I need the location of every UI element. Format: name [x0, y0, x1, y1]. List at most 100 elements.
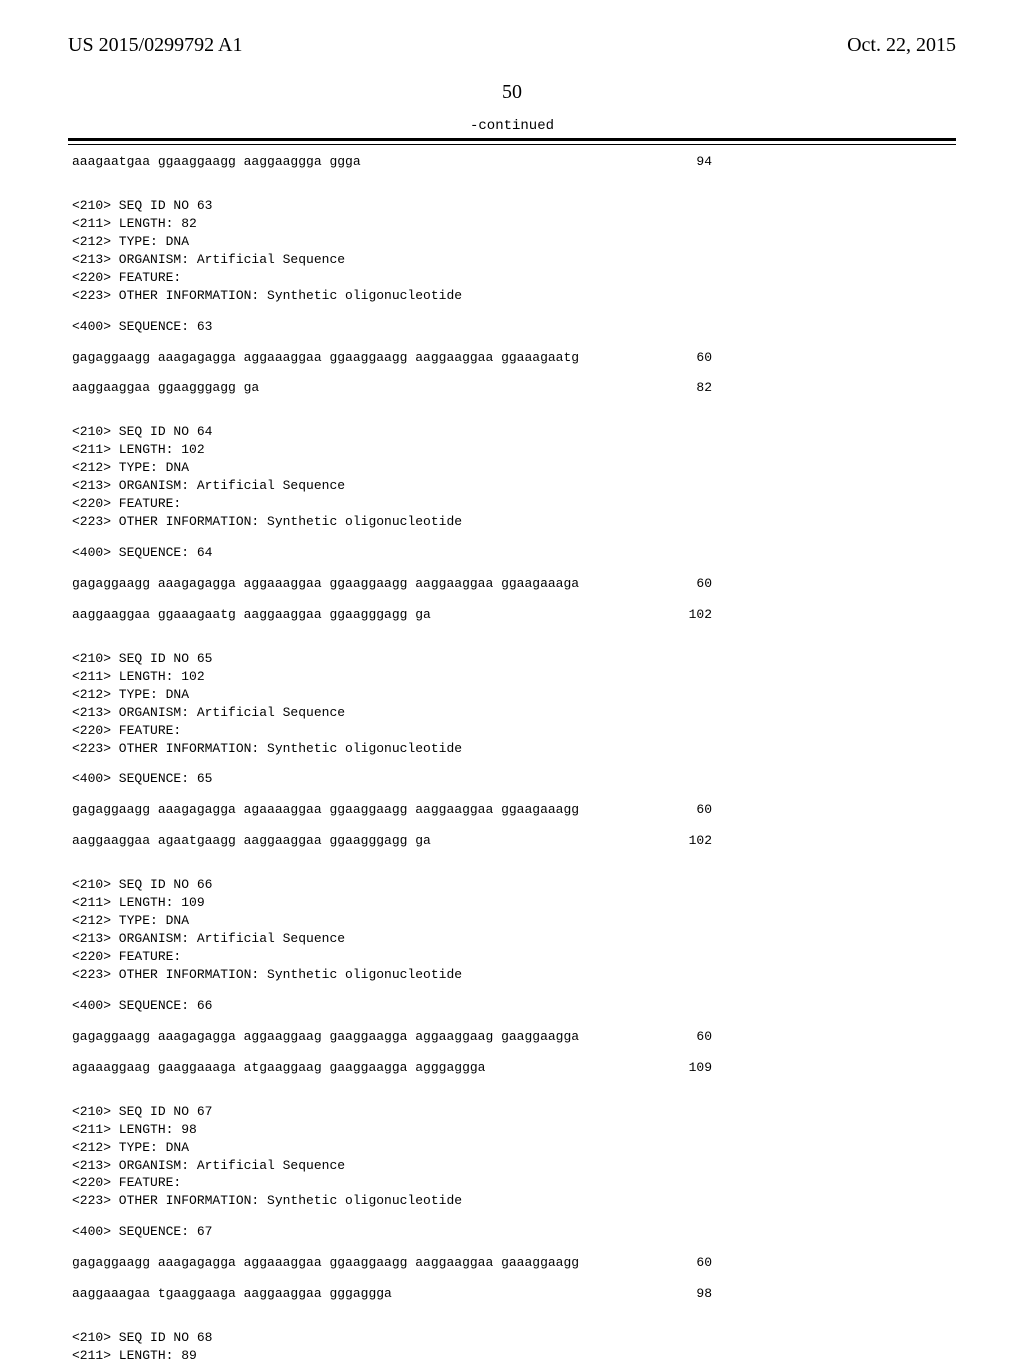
page-header: US 2015/0299792 A1 Oct. 22, 2015 — [68, 34, 956, 57]
blank-line — [72, 1210, 712, 1223]
meta-line: <212> TYPE: DNA — [72, 233, 712, 251]
meta-line: <212> TYPE: DNA — [72, 686, 712, 704]
sequence-position: 60 — [672, 801, 712, 819]
blank-line — [72, 366, 712, 379]
sequence-text: agaaaggaag gaaggaaaga atgaaggaag gaaggaa… — [72, 1059, 485, 1077]
blank-line — [72, 562, 712, 575]
sequence-row: gagaggaagg aaagagagga aggaaaggaa ggaagga… — [72, 575, 712, 593]
sequence-position: 60 — [672, 575, 712, 593]
sequence-row: aaagaatgaa ggaaggaagg aaggaaggga ggga 94 — [72, 153, 712, 171]
meta-line: <220> FEATURE: — [72, 269, 712, 287]
sequence-position: 60 — [672, 1254, 712, 1272]
sequence-listing: aaagaatgaa ggaaggaagg aaggaaggga ggga 94 <… — [72, 153, 712, 1365]
blank-line — [72, 593, 712, 606]
sequence-row: gagaggaagg aaagagagga aggaaaggaa ggaagga… — [72, 349, 712, 367]
sequence-row: aaggaaggaa agaatgaagg aaggaaggaa ggaaggg… — [72, 832, 712, 850]
sequence-position: 102 — [672, 832, 712, 850]
meta-line: <400> SEQUENCE: 64 — [72, 544, 712, 562]
blank-line — [72, 336, 712, 349]
blank-line — [72, 984, 712, 997]
page-number: 50 — [68, 81, 956, 104]
meta-line: <210> SEQ ID NO 64 — [72, 423, 712, 441]
blank-line — [72, 863, 712, 876]
sequence-row: agaaaggaag gaaggaaaga atgaaggaag gaaggaa… — [72, 1059, 712, 1077]
meta-line: <220> FEATURE: — [72, 948, 712, 966]
continued-label: -continued — [68, 118, 956, 134]
meta-line: <212> TYPE: DNA — [72, 1139, 712, 1157]
sequence-position: 98 — [672, 1285, 712, 1303]
meta-line: <400> SEQUENCE: 63 — [72, 318, 712, 336]
blank-line — [72, 171, 712, 184]
sequence-text: gagaggaagg aaagagagga aggaaaggaa ggaagga… — [72, 575, 579, 593]
sequence-text: gagaggaagg aaagagagga aggaaggaag gaaggaa… — [72, 1028, 579, 1046]
sequence-row: gagaggaagg aaagagagga aggaaggaag gaaggaa… — [72, 1028, 712, 1046]
sequence-text: aaggaaggaa agaatgaagg aaggaaggaa ggaaggg… — [72, 832, 431, 850]
sequence-text: gagaggaagg aaagagagga aggaaaggaa ggaagga… — [72, 1254, 579, 1272]
meta-line: <213> ORGANISM: Artificial Sequence — [72, 930, 712, 948]
meta-line: <212> TYPE: DNA — [72, 459, 712, 477]
meta-line: <211> LENGTH: 89 — [72, 1347, 712, 1365]
meta-line: <210> SEQ ID NO 68 — [72, 1329, 712, 1347]
sequence-text: gagaggaagg aaagagagga aggaaaggaa ggaagga… — [72, 349, 579, 367]
blank-line — [72, 1046, 712, 1059]
blank-line — [72, 1090, 712, 1103]
sequence-row: gagaggaagg aaagagagga agaaaaggaa ggaagga… — [72, 801, 712, 819]
meta-line: <213> ORGANISM: Artificial Sequence — [72, 704, 712, 722]
blank-line — [72, 410, 712, 423]
sequence-position: 60 — [672, 349, 712, 367]
meta-line: <213> ORGANISM: Artificial Sequence — [72, 1157, 712, 1175]
blank-line — [72, 637, 712, 650]
sequence-position: 82 — [672, 379, 712, 397]
blank-line — [72, 184, 712, 197]
patent-page: US 2015/0299792 A1 Oct. 22, 2015 50 -con… — [0, 0, 1024, 1320]
blank-line — [72, 819, 712, 832]
meta-line: <213> ORGANISM: Artificial Sequence — [72, 251, 712, 269]
blank-line — [72, 624, 712, 637]
publication-date: Oct. 22, 2015 — [847, 34, 956, 57]
meta-line: <213> ORGANISM: Artificial Sequence — [72, 477, 712, 495]
meta-line: <223> OTHER INFORMATION: Synthetic oligo… — [72, 740, 712, 758]
sequence-row: gagaggaagg aaagagagga aggaaaggaa ggaagga… — [72, 1254, 712, 1272]
meta-line: <223> OTHER INFORMATION: Synthetic oligo… — [72, 513, 712, 531]
meta-line: <210> SEQ ID NO 65 — [72, 650, 712, 668]
meta-line: <400> SEQUENCE: 65 — [72, 770, 712, 788]
meta-line: <211> LENGTH: 98 — [72, 1121, 712, 1139]
blank-line — [72, 397, 712, 410]
sequence-row: aaggaaggaa ggaagggagg ga 82 — [72, 379, 712, 397]
blank-line — [72, 1272, 712, 1285]
meta-line: <210> SEQ ID NO 66 — [72, 876, 712, 894]
meta-line: <220> FEATURE: — [72, 722, 712, 740]
blank-line — [72, 1015, 712, 1028]
sequence-text: aaggaaagaa tgaaggaaga aaggaaggaa gggaggg… — [72, 1285, 392, 1303]
meta-line: <223> OTHER INFORMATION: Synthetic oligo… — [72, 1192, 712, 1210]
sequence-row: aaggaaagaa tgaaggaaga aaggaaggaa gggaggg… — [72, 1285, 712, 1303]
blank-line — [72, 1241, 712, 1254]
sequence-position: 109 — [672, 1059, 712, 1077]
meta-line: <210> SEQ ID NO 67 — [72, 1103, 712, 1121]
sequence-text: aaggaaggaa ggaaagaatg aaggaaggaa ggaaggg… — [72, 606, 431, 624]
publication-number: US 2015/0299792 A1 — [68, 34, 242, 57]
meta-line: <223> OTHER INFORMATION: Synthetic oligo… — [72, 287, 712, 305]
blank-line — [72, 757, 712, 770]
sequence-position: 94 — [672, 153, 712, 171]
meta-line: <211> LENGTH: 82 — [72, 215, 712, 233]
meta-line: <211> LENGTH: 109 — [72, 894, 712, 912]
blank-line — [72, 1316, 712, 1329]
blank-line — [72, 1077, 712, 1090]
meta-line: <210> SEQ ID NO 63 — [72, 197, 712, 215]
sequence-text: aaagaatgaa ggaaggaagg aaggaaggga ggga — [72, 153, 361, 171]
blank-line — [72, 788, 712, 801]
sequence-text: aaggaaggaa ggaagggagg ga — [72, 379, 259, 397]
sequence-position: 102 — [672, 606, 712, 624]
meta-line: <400> SEQUENCE: 66 — [72, 997, 712, 1015]
sequence-row: aaggaaggaa ggaaagaatg aaggaaggaa ggaaggg… — [72, 606, 712, 624]
blank-line — [72, 305, 712, 318]
blank-line — [72, 850, 712, 863]
blank-line — [72, 1303, 712, 1316]
meta-line: <211> LENGTH: 102 — [72, 441, 712, 459]
meta-line: <220> FEATURE: — [72, 495, 712, 513]
sequence-position: 60 — [672, 1028, 712, 1046]
sequence-text: gagaggaagg aaagagagga agaaaaggaa ggaagga… — [72, 801, 579, 819]
meta-line: <212> TYPE: DNA — [72, 912, 712, 930]
meta-line: <220> FEATURE: — [72, 1174, 712, 1192]
